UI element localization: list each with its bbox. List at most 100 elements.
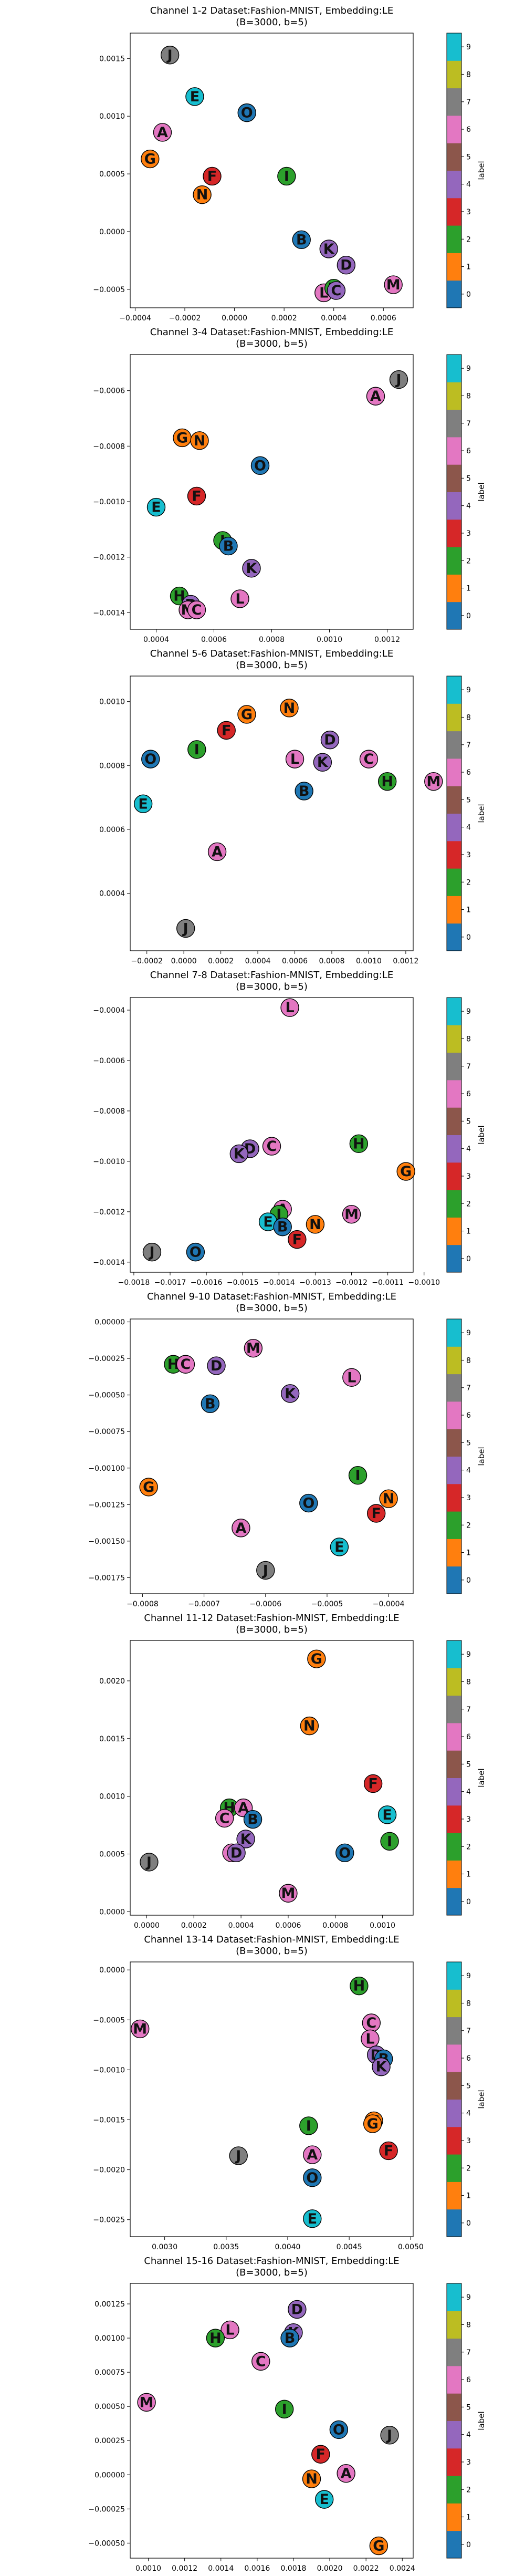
point-f: [217, 721, 236, 740]
colorbar-tick-label: 1: [466, 1549, 471, 1557]
point-label: O: [241, 105, 253, 121]
point-d: [337, 255, 356, 275]
x-tick-label: 0.0006: [282, 957, 308, 965]
x-tick-label: 0.0002: [208, 957, 234, 965]
point-k: [372, 2057, 391, 2076]
point-label: H: [353, 1136, 365, 1152]
colorbar-segment: [447, 492, 461, 520]
x-tick-label: 0.0012: [374, 636, 400, 644]
colorbar-segment: [447, 1244, 461, 1273]
point-label: G: [176, 430, 188, 446]
colorbar-segment: [447, 198, 461, 226]
chart-title: Channel 9-10 Dataset:Fashion-MNIST, Embe…: [147, 1291, 396, 1302]
colorbar-segment: [447, 758, 461, 786]
colorbar-tick-label: 3: [466, 2458, 471, 2467]
colorbar-segment: [447, 2338, 461, 2366]
point-label: I: [276, 1207, 281, 1223]
colorbar-tick-label: 4: [466, 502, 471, 511]
point-label: K: [317, 754, 329, 771]
point-label: O: [254, 458, 266, 474]
point-e: [377, 1805, 397, 1824]
x-tick-label: −0.0016: [191, 1279, 223, 1287]
point-label: H: [353, 1978, 365, 1995]
point-i: [187, 740, 206, 759]
x-tick-label: −0.0011: [372, 1279, 404, 1287]
y-tick-label: −0.00050: [88, 2539, 125, 2548]
colorbar-tick-label: 9: [466, 1007, 471, 1016]
colorbar-segment: [447, 1217, 461, 1245]
point-label: O: [190, 1244, 202, 1261]
point-h: [350, 1976, 369, 1996]
point-a: [366, 387, 385, 406]
colorbar-tick-label: 3: [466, 529, 471, 538]
point-label: G: [241, 707, 253, 723]
y-tick-label: 0.0005: [99, 1851, 125, 1859]
point-label: D: [324, 732, 335, 749]
y-tick-label: −0.0006: [93, 1057, 125, 1065]
point-label: K: [376, 2059, 387, 2075]
colorbar-tick-label: 0: [466, 612, 471, 620]
point-label: H: [209, 2330, 222, 2346]
x-tick-label: 0.0010: [370, 1921, 395, 1930]
colorbar-segment: [447, 2209, 461, 2237]
point-label: N: [309, 1217, 321, 1233]
y-tick-label: −0.0005: [93, 286, 125, 294]
colorbar-tick-label: 2: [466, 2164, 471, 2173]
point-e: [303, 2209, 322, 2228]
y-tick-label: 0.00100: [94, 2334, 125, 2343]
colorbar-tick-label: 7: [466, 98, 471, 107]
point-n: [302, 2469, 321, 2488]
point-label: G: [373, 2538, 384, 2554]
point-e: [185, 87, 204, 106]
colorbar-tick-label: 1: [466, 585, 471, 593]
y-tick-label: 0.0006: [99, 826, 125, 834]
colorbar-label: label: [477, 161, 486, 180]
point-o: [299, 1493, 318, 1513]
colorbar-tick-label: 7: [466, 1063, 471, 1071]
point-c: [251, 2352, 270, 2371]
colorbar-tick-label: 1: [466, 263, 471, 272]
point-label: L: [365, 2031, 374, 2047]
point-label: L: [285, 1000, 294, 1016]
colorbar-segment: [447, 1539, 461, 1567]
point-label: N: [306, 2471, 318, 2487]
chart-panel-5: Channel 9-10 Dataset:Fashion-MNIST, Embe…: [88, 1291, 486, 1608]
point-g: [363, 2114, 382, 2133]
colorbar-segment: [447, 1052, 461, 1081]
x-tick-label: 0.0012: [172, 2564, 197, 2573]
colorbar-tick-label: 8: [466, 1035, 471, 1043]
point-label: N: [284, 700, 296, 716]
point-label: F: [371, 1505, 381, 1522]
y-tick-label: −0.0015: [93, 2116, 125, 2124]
colorbar-segment: [447, 382, 461, 410]
y-tick-label: 0.0008: [99, 762, 125, 770]
colorbar-tick-label: 1: [466, 2513, 471, 2522]
point-f: [379, 2141, 398, 2160]
y-tick-label: −0.00175: [88, 1574, 125, 1582]
colorbar-segment: [447, 998, 461, 1025]
point-label: L: [347, 1369, 356, 1386]
x-tick-label: 0.0006: [275, 1921, 301, 1930]
y-tick-label: −0.0025: [93, 2216, 125, 2225]
chart-subtitle: (B=3000, b=5): [236, 17, 308, 28]
point-label: G: [400, 1164, 412, 1180]
colorbar-tick-label: 5: [466, 796, 471, 804]
point-h: [349, 1134, 369, 1153]
point-label: F: [222, 722, 231, 739]
x-tick-label: 0.0004: [143, 636, 169, 644]
point-label: E: [190, 89, 200, 105]
point-label: H: [167, 1356, 180, 1373]
colorbar-segment: [447, 1805, 461, 1833]
colorbar-segment: [447, 1319, 461, 1347]
point-label: A: [370, 388, 381, 404]
point-label: L: [235, 591, 244, 607]
colorbar-segment: [447, 1429, 461, 1457]
colorbar-tick-label: 6: [466, 447, 471, 455]
point-label: I: [194, 742, 200, 758]
point-label: J: [145, 1854, 152, 1871]
x-tick-label: 0.0008: [319, 957, 344, 965]
chart-panel-3: Channel 5-6 Dataset:Fashion-MNIST, Embed…: [99, 648, 486, 965]
chart-panel-2: Channel 3-4 Dataset:Fashion-MNIST, Embed…: [93, 327, 486, 644]
x-tick-label: 0.0020: [317, 2564, 343, 2573]
